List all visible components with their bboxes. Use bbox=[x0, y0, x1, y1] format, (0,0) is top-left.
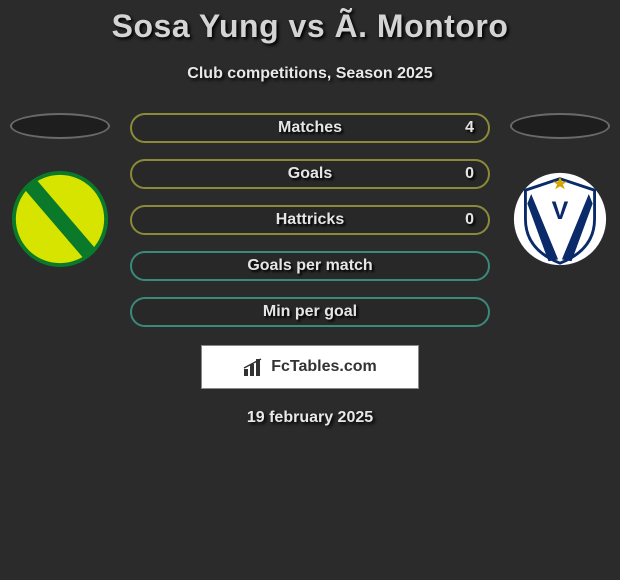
svg-text:J.: J. bbox=[68, 229, 81, 246]
stat-row-goals: Goals 0 bbox=[130, 159, 490, 189]
stat-value-right: 4 bbox=[465, 119, 474, 137]
right-player-col: V bbox=[508, 113, 612, 267]
bars-icon bbox=[243, 357, 265, 377]
stat-label: Goals bbox=[288, 165, 332, 183]
stat-label: Hattricks bbox=[276, 211, 344, 229]
stat-label: Min per goal bbox=[263, 303, 357, 321]
left-player-silhouette bbox=[10, 113, 110, 139]
brand-logo[interactable]: FcTables.com bbox=[201, 345, 419, 389]
stats-column: Matches 4 Goals 0 Hattricks 0 Goals per … bbox=[112, 113, 508, 327]
right-player-silhouette bbox=[510, 113, 610, 139]
page-title: Sosa Yung vs Ã. Montoro bbox=[0, 8, 620, 45]
velez-sarsfield-badge-icon: V bbox=[512, 171, 608, 267]
svg-text:y: y bbox=[58, 215, 66, 230]
stat-label: Matches bbox=[278, 119, 342, 137]
defensa-y-justicia-badge-icon: D. y J. bbox=[12, 171, 108, 267]
left-player-col: D. y J. bbox=[8, 113, 112, 267]
stat-row-matches: Matches 4 bbox=[130, 113, 490, 143]
content-row: D. y J. Matches 4 Goals 0 Hattricks 0 G bbox=[0, 113, 620, 327]
comparison-card: Sosa Yung vs Ã. Montoro Club competition… bbox=[0, 0, 620, 427]
stat-row-min-per-goal: Min per goal bbox=[130, 297, 490, 327]
stat-row-hattricks: Hattricks 0 bbox=[130, 205, 490, 235]
stat-value-right: 0 bbox=[465, 165, 474, 183]
stat-row-goals-per-match: Goals per match bbox=[130, 251, 490, 281]
svg-text:D.: D. bbox=[46, 198, 61, 215]
date-text: 19 february 2025 bbox=[0, 409, 620, 427]
stat-value-right: 0 bbox=[465, 211, 474, 229]
page-subtitle: Club competitions, Season 2025 bbox=[0, 65, 620, 83]
svg-text:V: V bbox=[552, 197, 569, 225]
stat-label: Goals per match bbox=[247, 257, 372, 275]
brand-text: FcTables.com bbox=[271, 358, 377, 376]
